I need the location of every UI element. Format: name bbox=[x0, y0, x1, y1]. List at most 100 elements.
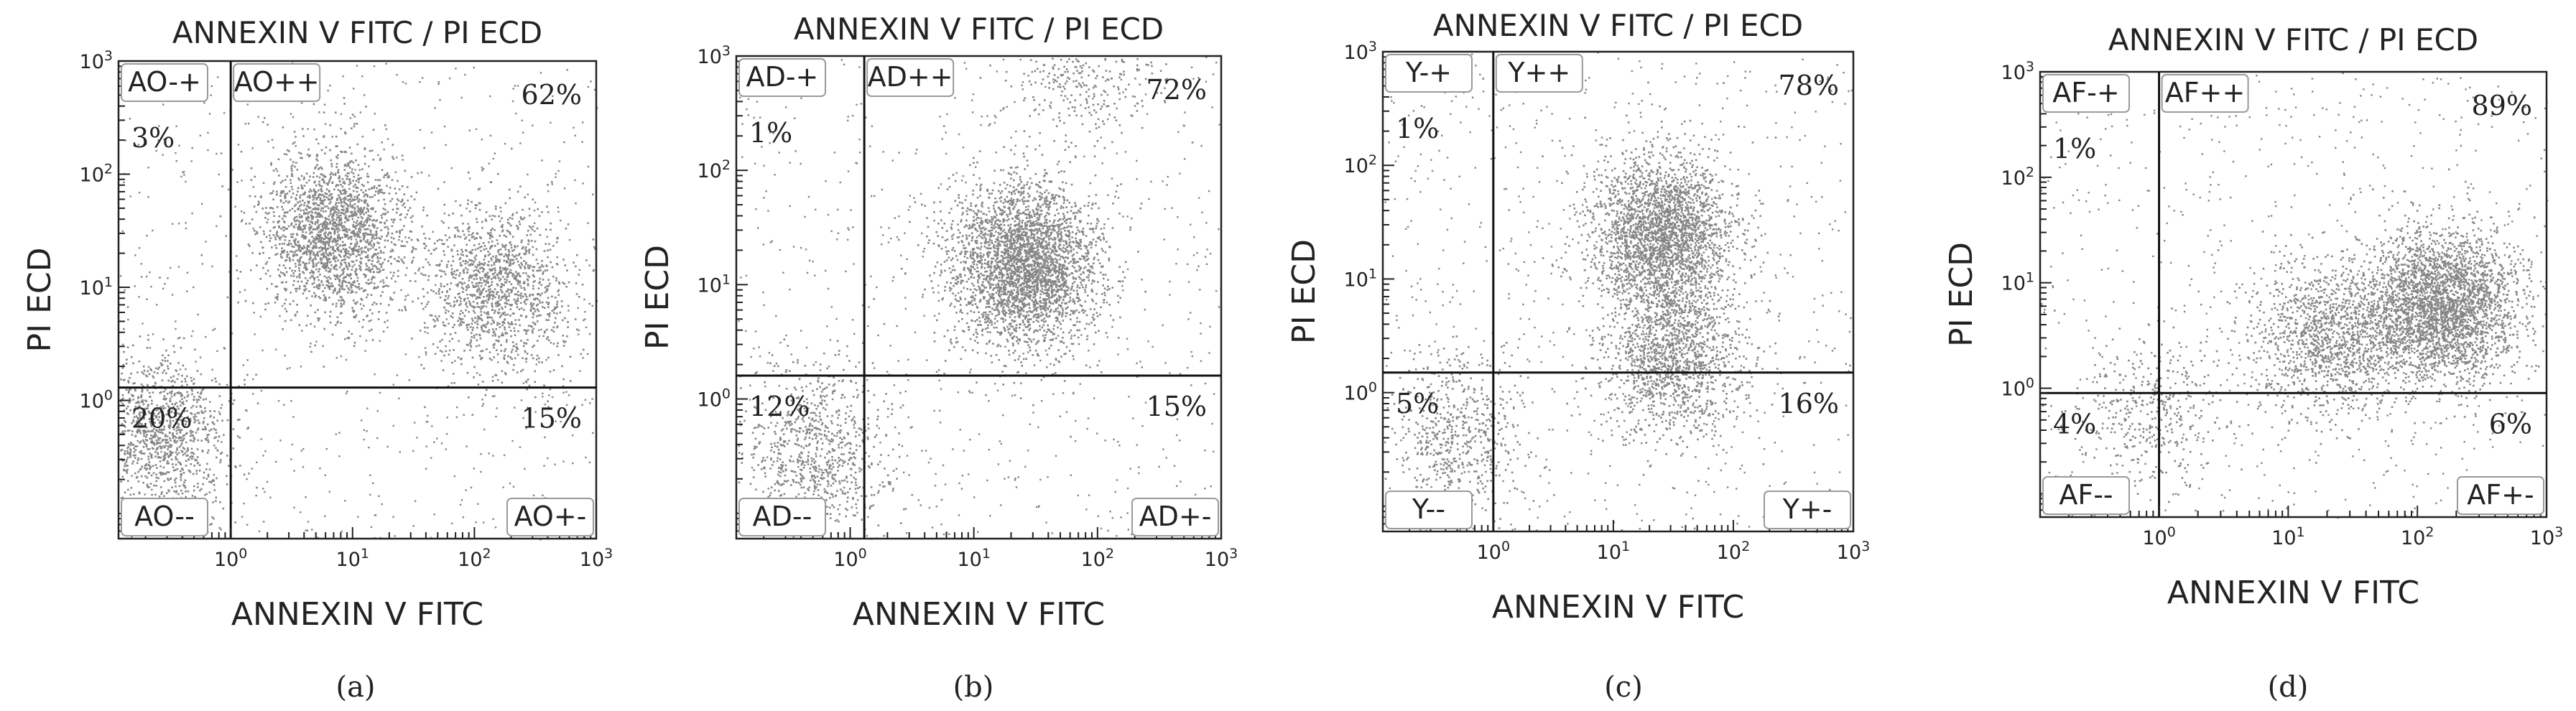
event-dot bbox=[139, 440, 142, 443]
event-dot bbox=[291, 251, 294, 253]
event-dot bbox=[513, 327, 515, 330]
event-dot bbox=[492, 157, 495, 160]
event-dot bbox=[351, 218, 354, 220]
event-dot bbox=[510, 323, 513, 325]
event-dot bbox=[218, 435, 221, 438]
event-dot bbox=[324, 264, 327, 267]
event-dot bbox=[297, 201, 299, 204]
event-dot bbox=[377, 154, 379, 157]
event-dot bbox=[512, 287, 514, 289]
event-dot bbox=[363, 213, 366, 215]
event-dot bbox=[176, 378, 179, 381]
event-dot bbox=[311, 283, 314, 285]
event-dot bbox=[375, 220, 377, 223]
event-dot bbox=[462, 223, 464, 225]
event-dot bbox=[295, 197, 297, 200]
event-dot bbox=[453, 349, 455, 351]
event-dot bbox=[271, 139, 274, 141]
event-dot bbox=[182, 472, 185, 474]
event-dot bbox=[175, 408, 177, 411]
event-dot bbox=[371, 255, 374, 258]
event-dot bbox=[172, 385, 174, 387]
event-dot bbox=[307, 213, 309, 215]
event-dot bbox=[261, 208, 264, 210]
event-dot bbox=[159, 410, 162, 413]
event-dot bbox=[313, 197, 316, 199]
event-dot bbox=[555, 277, 557, 279]
event-dot bbox=[402, 245, 404, 247]
event-dot bbox=[154, 436, 156, 439]
event-dot bbox=[394, 243, 397, 246]
event-dot bbox=[557, 354, 560, 356]
event-dot bbox=[366, 238, 369, 241]
event-dot bbox=[394, 280, 397, 283]
event-dot bbox=[281, 251, 283, 254]
event-dot bbox=[318, 167, 320, 169]
event-dot bbox=[476, 296, 478, 299]
event-dot bbox=[348, 264, 351, 266]
event-dot bbox=[527, 283, 529, 285]
event-dot bbox=[482, 267, 484, 269]
event-dot bbox=[190, 406, 193, 409]
event-dot bbox=[313, 325, 316, 327]
event-dot bbox=[457, 320, 459, 322]
event-dot bbox=[315, 202, 317, 205]
event-dot bbox=[396, 260, 399, 262]
event-dot bbox=[131, 536, 133, 539]
event-dot bbox=[300, 250, 302, 252]
event-dot bbox=[366, 195, 369, 198]
event-dot bbox=[340, 256, 342, 258]
event-dot bbox=[190, 432, 193, 434]
event-dot bbox=[183, 481, 185, 484]
event-dot bbox=[346, 231, 348, 233]
event-dot bbox=[191, 434, 194, 437]
event-dot bbox=[141, 388, 144, 390]
event-dot bbox=[311, 271, 313, 274]
event-dot bbox=[351, 253, 353, 255]
event-dot bbox=[427, 332, 429, 334]
event-dot bbox=[126, 456, 129, 459]
event-dot bbox=[366, 256, 369, 259]
event-dot bbox=[348, 253, 351, 255]
event-dot bbox=[178, 445, 181, 448]
event-dot bbox=[382, 330, 385, 333]
event-dot bbox=[204, 426, 206, 428]
event-dot bbox=[376, 187, 378, 190]
event-dot bbox=[449, 288, 451, 290]
event-dot bbox=[340, 251, 343, 254]
event-dot bbox=[356, 220, 358, 222]
event-dot bbox=[360, 177, 362, 180]
event-dot bbox=[129, 456, 131, 458]
event-dot bbox=[458, 340, 460, 343]
event-dot bbox=[193, 378, 195, 381]
event-dot bbox=[295, 136, 297, 138]
event-dot bbox=[515, 287, 517, 289]
event-dot bbox=[398, 236, 401, 238]
event-dot bbox=[185, 368, 187, 371]
event-dot bbox=[522, 382, 525, 384]
event-dot bbox=[336, 157, 339, 159]
event-dot bbox=[323, 135, 325, 137]
event-dot bbox=[136, 462, 139, 465]
event-dot bbox=[318, 193, 320, 195]
event-dot bbox=[305, 172, 308, 175]
event-dot bbox=[323, 275, 326, 278]
event-dot bbox=[499, 248, 502, 251]
event-dot bbox=[313, 190, 316, 192]
event-dot bbox=[404, 206, 407, 208]
event-dot bbox=[349, 193, 351, 195]
event-dot bbox=[328, 297, 330, 299]
event-dot bbox=[490, 322, 493, 325]
event-dot bbox=[337, 231, 339, 233]
event-dot bbox=[190, 412, 193, 415]
event-dot bbox=[357, 174, 360, 177]
event-dot bbox=[516, 299, 519, 302]
event-dot bbox=[184, 486, 187, 489]
event-dot bbox=[204, 410, 207, 413]
event-dot bbox=[140, 276, 143, 278]
event-dot bbox=[358, 268, 361, 270]
event-dot bbox=[159, 442, 162, 444]
event-dot bbox=[136, 408, 139, 410]
event-dot bbox=[323, 233, 325, 236]
event-dot bbox=[540, 328, 542, 331]
